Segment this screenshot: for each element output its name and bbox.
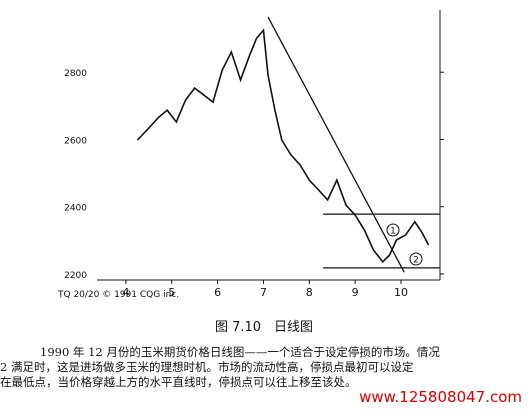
watermark: www.125808047.com [359, 388, 522, 406]
y-tick-label: 2800 [64, 69, 87, 79]
x-tick-label: 7 [260, 286, 267, 299]
body-line: 2 满足时，这是进场做多玉米的理想时机。市场的流动性高，停损点最初可以设定 [0, 360, 414, 374]
x-tick-label: 8 [306, 286, 313, 299]
source-note: TQ 20/20 © 1991 CQG inc. [57, 290, 179, 300]
y-tick-label: 2200 [64, 271, 87, 281]
annotation-circle [386, 223, 400, 237]
caption: 图 7.10 日线图 [214, 320, 314, 335]
x-tick-label: 6 [214, 286, 221, 299]
x-tick-label: 4 [122, 286, 129, 299]
chart: TQ 20/20 © 1991 CQG inc. 2200 2400 2600 280… [57, 10, 444, 300]
body-line: 在最低点，当价格穿越上方的水平直线时，停损点可以往上移至该处。 [0, 375, 357, 389]
reference-line [267, 16, 405, 273]
x-tick-label: 10 [394, 286, 408, 299]
y-tick-label: 2600 [64, 136, 87, 146]
x-tick-label: 9 [352, 286, 359, 299]
annotation: 1 [390, 227, 396, 237]
price-line [136, 28, 430, 264]
annotation-circle [409, 252, 423, 266]
annotation: 2 [413, 256, 419, 266]
x-tick-label: 5 [168, 286, 175, 299]
body-line: 1990 年 12 月份的玉米期货价格日线图——一个适合于设定停损的市场。情况 [40, 345, 440, 359]
y-tick-label: 2400 [64, 204, 87, 214]
